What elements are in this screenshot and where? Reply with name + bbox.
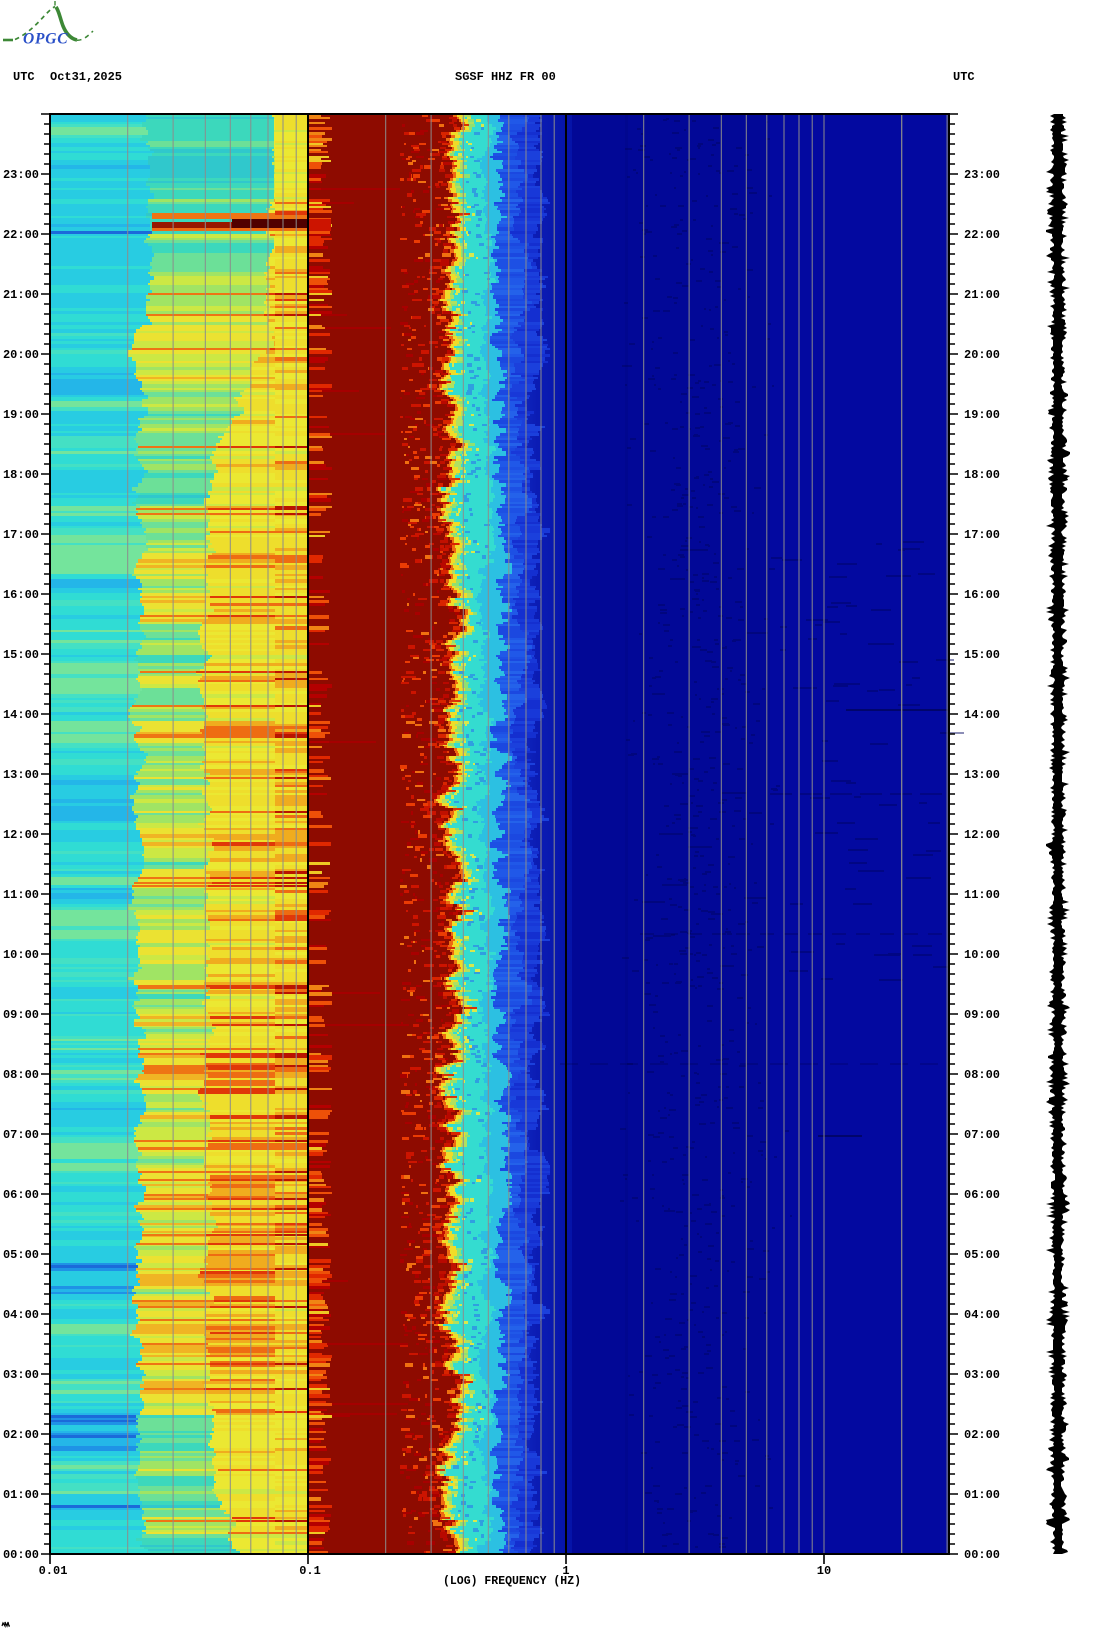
svg-text:SGSF HHZ FR 00: SGSF HHZ FR 00 [455,70,556,84]
svg-text:06:00: 06:00 [964,1188,1000,1202]
svg-text:07:00: 07:00 [3,1128,39,1142]
svg-text:17:00: 17:00 [964,528,1000,542]
svg-text:10: 10 [817,1564,831,1578]
svg-text:11:00: 11:00 [3,888,39,902]
svg-text:19:00: 19:00 [3,408,39,422]
svg-text:08:00: 08:00 [964,1068,1000,1082]
svg-text:05:00: 05:00 [964,1248,1000,1262]
svg-text:04:00: 04:00 [3,1308,39,1322]
svg-text:07:00: 07:00 [964,1128,1000,1142]
svg-text:12:00: 12:00 [964,828,1000,842]
svg-text:18:00: 18:00 [964,468,1000,482]
svg-text:20:00: 20:00 [3,348,39,362]
svg-text:23:00: 23:00 [964,168,1000,182]
svg-text:OPGC: OPGC [23,31,68,48]
svg-text:0.01: 0.01 [39,1564,68,1578]
svg-text:16:00: 16:00 [3,588,39,602]
svg-text:10:00: 10:00 [964,948,1000,962]
svg-text:03:00: 03:00 [3,1368,39,1382]
svg-text:03:00: 03:00 [964,1368,1000,1382]
svg-text:11:00: 11:00 [964,888,1000,902]
svg-text:01:00: 01:00 [3,1488,39,1502]
svg-text:23:00: 23:00 [3,168,39,182]
svg-text:04:00: 04:00 [964,1308,1000,1322]
svg-text:1: 1 [562,1564,569,1578]
svg-text:00:00: 00:00 [964,1548,1000,1562]
svg-text:16:00: 16:00 [964,588,1000,602]
svg-text:18:00: 18:00 [3,468,39,482]
svg-text:02:00: 02:00 [3,1428,39,1442]
svg-text:01:00: 01:00 [964,1488,1000,1502]
svg-text:21:00: 21:00 [3,288,39,302]
svg-text:(LOG) FREQUENCY (HZ): (LOG) FREQUENCY (HZ) [443,1575,581,1588]
svg-text:22:00: 22:00 [964,228,1000,242]
svg-text:14:00: 14:00 [3,708,39,722]
svg-text:22:00: 22:00 [3,228,39,242]
svg-text:06:00: 06:00 [3,1188,39,1202]
svg-text:17:00: 17:00 [3,528,39,542]
svg-text:02:00: 02:00 [964,1428,1000,1442]
svg-text:UTC: UTC [953,70,975,84]
svg-text:09:00: 09:00 [964,1008,1000,1022]
svg-text:Oct31,2025: Oct31,2025 [50,70,122,84]
svg-text:0.1: 0.1 [299,1564,321,1578]
svg-text:14:00: 14:00 [964,708,1000,722]
svg-text:13:00: 13:00 [3,768,39,782]
svg-text:20:00: 20:00 [964,348,1000,362]
svg-text:12:00: 12:00 [3,828,39,842]
svg-text:08:00: 08:00 [3,1068,39,1082]
svg-text:19:00: 19:00 [964,408,1000,422]
svg-text:00:00: 00:00 [3,1548,39,1562]
svg-text:15:00: 15:00 [964,648,1000,662]
svg-text:05:00: 05:00 [3,1248,39,1262]
svg-text:15:00: 15:00 [3,648,39,662]
svg-text:10:00: 10:00 [3,948,39,962]
svg-text:UTC: UTC [13,70,35,84]
svg-text:21:00: 21:00 [964,288,1000,302]
svg-text:09:00: 09:00 [3,1008,39,1022]
svg-text:13:00: 13:00 [964,768,1000,782]
